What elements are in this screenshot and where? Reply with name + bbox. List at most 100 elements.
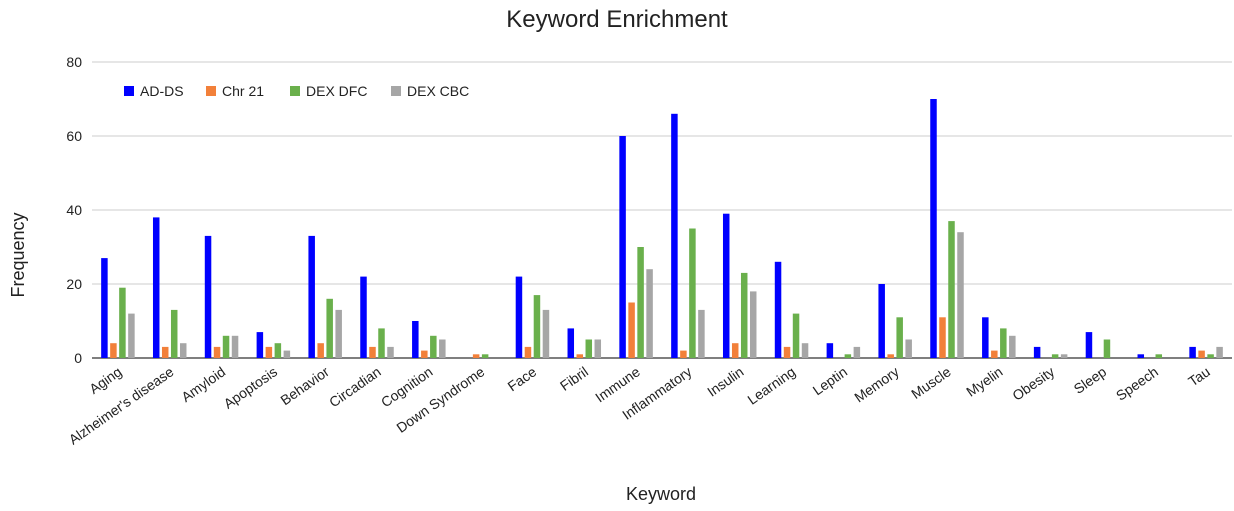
- bar-chr-21: [991, 350, 998, 358]
- bar-chr-21: [213, 346, 221, 358]
- bar-ad-ds: [360, 276, 367, 358]
- bar-ad-ds: [671, 113, 678, 358]
- bar-dex-dfc: [533, 295, 541, 358]
- bar-dex-cbc: [646, 269, 653, 358]
- x-axis-title: Keyword: [626, 484, 696, 504]
- bar-chr-21: [524, 346, 532, 358]
- bar-ad-ds: [152, 217, 160, 358]
- bar-dex-dfc: [585, 339, 593, 358]
- legend-swatch: [206, 86, 216, 96]
- bar-dex-cbc: [283, 350, 291, 358]
- legend-swatch: [391, 86, 401, 96]
- bar-dex-dfc: [274, 343, 282, 358]
- bar-ad-ds: [826, 343, 834, 358]
- bar-ad-ds: [567, 328, 575, 358]
- bar-dex-dfc: [1000, 328, 1007, 358]
- bar-chr-21: [472, 354, 480, 358]
- y-axis-title: Frequency: [8, 212, 28, 297]
- bar-dex-cbc: [231, 335, 239, 358]
- bar-dex-cbc: [1216, 346, 1223, 358]
- bar-dex-cbc: [905, 339, 912, 358]
- bar-dex-dfc: [844, 354, 852, 358]
- bar-ad-ds: [256, 332, 264, 358]
- bar-chr-21: [265, 346, 273, 358]
- x-tick-label: Aging: [86, 363, 125, 397]
- y-tick-label: 20: [66, 276, 82, 292]
- bar-ad-ds: [515, 276, 523, 358]
- x-tick-label: Muscle: [908, 363, 954, 402]
- bar-dex-dfc: [1207, 354, 1214, 358]
- x-tick-label: Learning: [744, 363, 798, 407]
- bar-dex-dfc: [637, 247, 644, 358]
- legend-label: DEX CBC: [407, 83, 469, 99]
- bar-ad-ds: [1189, 346, 1196, 358]
- bar-dex-cbc: [542, 309, 550, 358]
- x-tick-label: Tau: [1185, 363, 1213, 389]
- legend-label: DEX DFC: [306, 83, 367, 99]
- bar-ad-ds: [982, 317, 989, 358]
- bar-dex-dfc: [170, 309, 178, 358]
- y-tick-label: 40: [66, 202, 82, 218]
- bar-chr-21: [628, 302, 635, 358]
- bar-dex-dfc: [430, 335, 437, 358]
- x-tick-label: Sleep: [1071, 363, 1110, 397]
- bar-dex-cbc: [335, 309, 342, 358]
- bar-chr-21: [783, 346, 791, 358]
- bar-chr-21: [939, 317, 946, 358]
- x-tick-label: Insulin: [704, 363, 746, 399]
- bar-dex-dfc: [1051, 354, 1059, 358]
- bar-dex-cbc: [698, 309, 705, 358]
- bar-dex-cbc: [387, 346, 394, 358]
- bar-ad-ds: [308, 235, 315, 358]
- bar-ad-ds: [1033, 346, 1041, 358]
- bar-ad-ds: [722, 213, 730, 358]
- x-tick-label: Myelin: [963, 363, 1005, 399]
- bar-ad-ds: [930, 99, 937, 358]
- y-tick-label: 60: [66, 128, 82, 144]
- bar-dex-dfc: [481, 354, 489, 358]
- bar-dex-dfc: [740, 272, 748, 358]
- legend-swatch: [290, 86, 300, 96]
- bar-dex-cbc: [128, 313, 135, 358]
- legend-swatch: [124, 86, 134, 96]
- gridlines: [92, 61, 1232, 359]
- bar-dex-dfc: [119, 287, 126, 358]
- bar-dex-cbc: [594, 339, 602, 358]
- bar-ad-ds: [619, 136, 626, 358]
- bar-chr-21: [110, 343, 117, 358]
- bar-dex-cbc: [749, 291, 757, 358]
- bar-dex-dfc: [896, 317, 903, 358]
- bar-chr-21: [576, 354, 584, 358]
- bars: [101, 99, 1223, 358]
- legend-label: AD-DS: [140, 83, 184, 99]
- x-tick-label: Apoptosis: [221, 363, 281, 411]
- legend: AD-DS Chr 21 DEX DFC DEX CBC: [124, 83, 469, 99]
- bar-chr-21: [680, 350, 687, 358]
- bar-dex-dfc: [222, 335, 230, 358]
- bar-dex-dfc: [326, 298, 333, 358]
- bar-ad-ds: [412, 321, 419, 358]
- bar-dex-dfc: [792, 313, 800, 358]
- bar-ad-ds: [101, 258, 108, 358]
- x-tick-label: Speech: [1113, 363, 1161, 403]
- bar-chr-21: [317, 343, 324, 358]
- bar-ad-ds: [204, 235, 212, 358]
- bar-dex-dfc: [1103, 339, 1111, 358]
- y-axis-ticks: 0 20 40 60 80: [66, 54, 82, 366]
- bar-dex-cbc: [801, 343, 809, 358]
- bar-dex-dfc: [378, 328, 385, 358]
- bar-dex-cbc: [439, 339, 446, 358]
- bar-chr-21: [161, 346, 169, 358]
- bar-ad-ds: [878, 284, 885, 358]
- x-tick-label: Leptin: [810, 363, 850, 398]
- x-tick-label: Face: [505, 363, 540, 394]
- legend-label: Chr 21: [222, 83, 264, 99]
- bar-dex-dfc: [689, 228, 696, 358]
- y-tick-label: 80: [66, 54, 82, 70]
- bar-dex-cbc: [853, 346, 861, 358]
- y-tick-label: 0: [74, 350, 82, 366]
- bar-chr-21: [887, 354, 894, 358]
- bar-chr-21: [731, 343, 739, 358]
